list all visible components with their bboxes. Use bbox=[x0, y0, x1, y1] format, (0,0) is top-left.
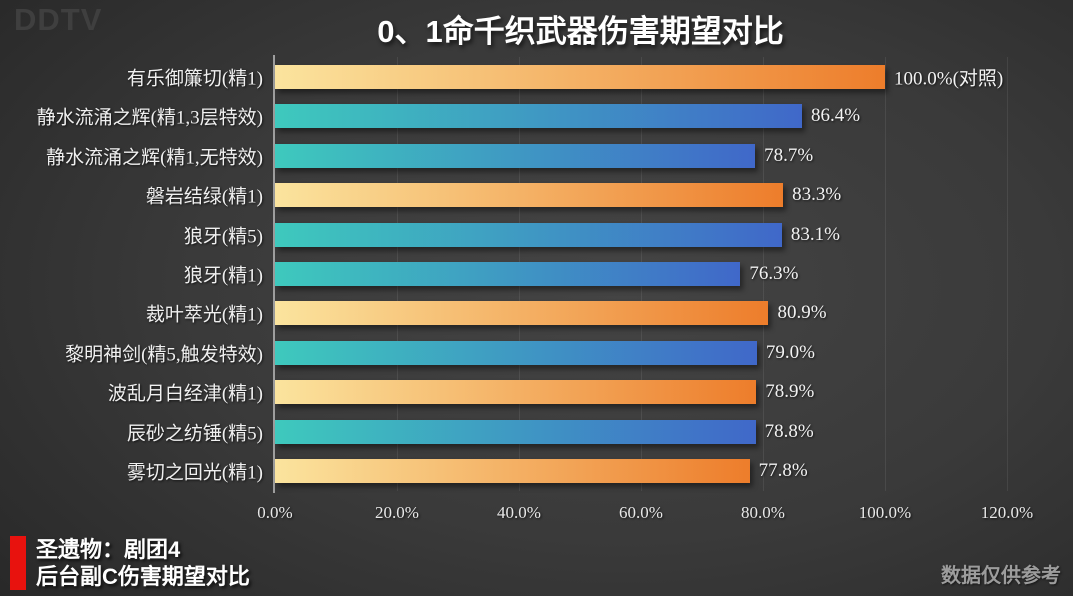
category-label: 辰砂之纺锤(精5) bbox=[126, 423, 263, 445]
bar-row: 磐岩结绿(精1) 83.3% bbox=[146, 175, 1007, 214]
data-bar bbox=[275, 380, 757, 405]
category-label: 静水流涌之辉(精1,无特效) bbox=[46, 147, 263, 169]
x-axis-ticks: 0.0% 20.0% 40.0% 60.0% 80.0% 100.0% 120.0% bbox=[257, 491, 1033, 522]
gridline bbox=[763, 57, 764, 491]
bar-row: 辰砂之纺锤(精5) 78.8% bbox=[127, 412, 1007, 451]
bar-row: 狼牙(精5) 83.1% bbox=[184, 215, 1007, 254]
data-bar bbox=[275, 301, 769, 326]
category-label: 狼牙(精5) bbox=[183, 226, 263, 248]
data-bar bbox=[275, 64, 885, 89]
value-label: 86.4% bbox=[811, 105, 861, 127]
bar-row: 狼牙(精1) 76.3% bbox=[184, 254, 1007, 293]
value-label: 76.3% bbox=[749, 262, 799, 284]
x-tick-label: 0.0% bbox=[257, 503, 293, 522]
x-tick-label: 80.0% bbox=[741, 503, 785, 522]
footer-caption-line2: 后台副C伤害期望对比 bbox=[36, 564, 250, 589]
bar-row: 静水流涌之辉(精1,3层特效) 86.4% bbox=[37, 96, 1007, 135]
y-axis-line bbox=[273, 55, 275, 493]
red-accent-bar bbox=[10, 536, 26, 590]
footer-caption: 圣遗物：剧团4 后台副C伤害期望对比 bbox=[10, 536, 250, 590]
category-label: 雾切之回光(精1) bbox=[126, 462, 263, 484]
disclaimer-text: 数据仅供参考 bbox=[941, 565, 1061, 587]
value-label: 77.8% bbox=[758, 460, 808, 482]
data-bar bbox=[275, 459, 750, 484]
value-label: 83.3% bbox=[792, 184, 842, 206]
plot-area: 有乐御簾切(精1) 100.0%(对照) 静水流涌之辉(精1,3层特效) 86.4% 静… bbox=[37, 55, 1033, 522]
category-label: 静水流涌之辉(精1,3层特效) bbox=[36, 107, 263, 129]
bar-row: 裁叶萃光(精1) 80.9% bbox=[146, 294, 1007, 333]
bar-row: 有乐御簾切(精1) 100.0%(对照) bbox=[127, 57, 1007, 96]
category-label: 有乐御簾切(精1) bbox=[126, 68, 263, 90]
category-label: 狼牙(精1) bbox=[183, 265, 263, 287]
category-label: 波乱月白经津(精1) bbox=[107, 383, 263, 405]
category-label: 黎明神剑(精5,触发特效) bbox=[65, 344, 263, 366]
watermark-logo: DDTV bbox=[14, 2, 103, 37]
data-bar bbox=[275, 183, 784, 208]
value-label: 100.0%(对照) bbox=[894, 68, 1004, 90]
data-bar bbox=[275, 104, 803, 129]
bar-row: 雾切之回光(精1) 77.8% bbox=[127, 452, 1007, 491]
x-tick-label: 120.0% bbox=[980, 503, 1034, 522]
value-label: 78.9% bbox=[765, 381, 815, 403]
x-tick-label: 60.0% bbox=[619, 503, 663, 522]
data-bar bbox=[275, 143, 756, 168]
data-bar bbox=[275, 261, 741, 286]
bar-row: 黎明神剑(精5,触发特效) 79.0% bbox=[65, 333, 1007, 372]
chart-title: 0、1命千织武器伤害期望对比 bbox=[377, 14, 784, 49]
data-bar bbox=[275, 340, 757, 365]
value-label: 78.7% bbox=[764, 144, 814, 166]
value-label: 83.1% bbox=[790, 223, 840, 245]
data-bar bbox=[275, 419, 756, 444]
bar-row: 静水流涌之辉(精1,无特效) 78.7% bbox=[46, 136, 1007, 175]
value-label: 78.8% bbox=[764, 420, 814, 442]
data-bar bbox=[275, 222, 782, 247]
footer-caption-line1: 圣遗物：剧团4 bbox=[36, 537, 181, 562]
value-label: 79.0% bbox=[765, 341, 815, 363]
x-tick-label: 40.0% bbox=[497, 503, 541, 522]
gridline bbox=[1007, 57, 1008, 491]
bar-row: 波乱月白经津(精1) 78.9% bbox=[108, 373, 1007, 412]
gridline bbox=[885, 57, 886, 491]
x-tick-label: 100.0% bbox=[858, 503, 912, 522]
value-label: 80.9% bbox=[777, 302, 827, 324]
category-label: 磐岩结绿(精1) bbox=[145, 186, 263, 208]
x-tick-label: 20.0% bbox=[375, 503, 419, 522]
category-label: 裁叶萃光(精1) bbox=[145, 304, 263, 326]
